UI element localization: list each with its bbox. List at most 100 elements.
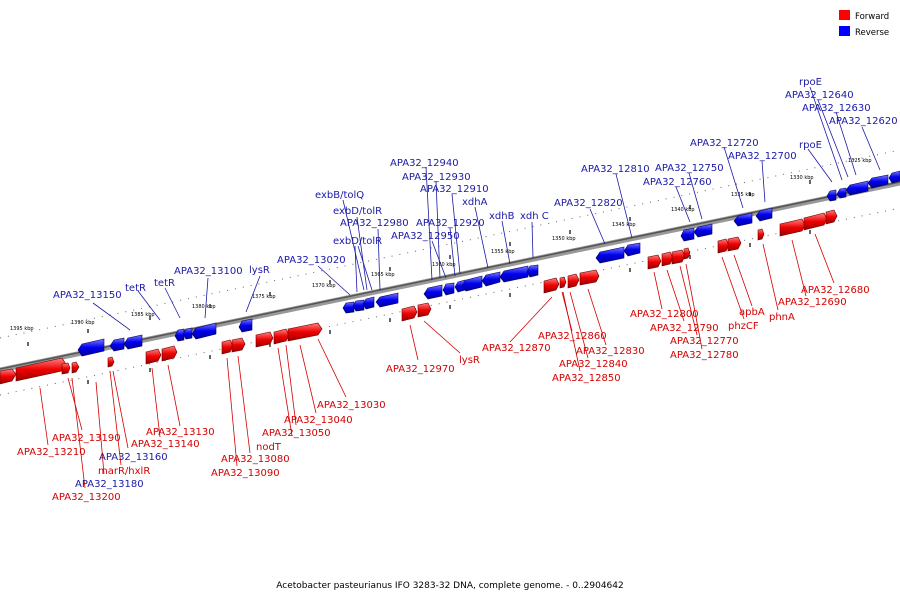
gene-arrow[interactable]: [423, 284, 443, 300]
gene-arrow[interactable]: [161, 345, 178, 362]
gene-label[interactable]: APA32_12860: [538, 331, 607, 342]
gene-label[interactable]: xdh C: [520, 211, 549, 222]
gene-label[interactable]: APA32_13090: [211, 468, 280, 479]
gene-arrow[interactable]: [727, 236, 742, 252]
gene-label[interactable]: APA32_13140: [131, 439, 200, 450]
gene-arrow[interactable]: [543, 277, 560, 294]
gene-label[interactable]: APA32_12630: [802, 103, 871, 114]
gene-arrow[interactable]: [836, 187, 847, 199]
gene-label[interactable]: APA32_13130: [146, 427, 215, 438]
gene-label[interactable]: APA32_13160: [99, 452, 168, 463]
gene-label[interactable]: APA32_12720: [690, 138, 759, 149]
gene-label[interactable]: APA32_12970: [386, 364, 455, 375]
gene-label[interactable]: APA32_13100: [174, 266, 243, 277]
gene-label[interactable]: exbD/tolR: [333, 236, 382, 247]
gene-label[interactable]: APA32_13030: [317, 400, 386, 411]
gene-label[interactable]: APA32_12640: [785, 90, 854, 101]
gene-label[interactable]: APA32_12840: [559, 359, 628, 370]
gene-arrow[interactable]: [499, 265, 529, 283]
gene-arrow[interactable]: [352, 299, 365, 312]
gene-arrow[interactable]: [567, 273, 580, 289]
gene-arrow[interactable]: [0, 368, 17, 385]
gene-arrow[interactable]: [342, 301, 355, 314]
gene-arrow[interactable]: [238, 318, 253, 333]
gene-label[interactable]: APA32_13150: [53, 290, 122, 301]
gene-arrow[interactable]: [647, 254, 662, 270]
gene-arrow[interactable]: [375, 292, 399, 308]
gene-arrow[interactable]: [671, 249, 686, 265]
gene-label[interactable]: APA32_13080: [221, 454, 290, 465]
gene-arrow[interactable]: [123, 334, 143, 350]
gene-arrow[interactable]: [803, 212, 828, 231]
gene-arrow[interactable]: [661, 251, 674, 267]
gene-label[interactable]: APA32_12690: [778, 297, 847, 308]
gene-label[interactable]: tetR: [154, 278, 175, 289]
gene-label[interactable]: apbA: [739, 307, 765, 318]
gene-label[interactable]: tetR: [125, 283, 146, 294]
gene-label[interactable]: APA32_12760: [643, 177, 712, 188]
gene-label[interactable]: APA32_12620: [829, 116, 898, 127]
gene-arrow[interactable]: [733, 212, 753, 227]
gene-arrow[interactable]: [221, 339, 234, 355]
gene-label[interactable]: xdhB: [489, 211, 515, 222]
gene-arrow[interactable]: [145, 348, 162, 365]
gene-label[interactable]: APA32_12830: [576, 346, 645, 357]
gene-label[interactable]: APA32_12930: [402, 172, 471, 183]
gene-label[interactable]: phnA: [769, 312, 795, 323]
gene-label[interactable]: APA32_12700: [728, 151, 797, 162]
gene-arrow[interactable]: [461, 275, 483, 292]
gene-label[interactable]: APA32_12980: [340, 218, 409, 229]
gene-label[interactable]: APA32_13200: [52, 492, 121, 503]
gene-arrow[interactable]: [255, 331, 274, 348]
gene-arrow[interactable]: [559, 276, 567, 289]
gene-label[interactable]: APA32_12770: [670, 336, 739, 347]
gene-arrow[interactable]: [595, 246, 625, 264]
gene-arrow[interactable]: [779, 218, 806, 237]
gene-label[interactable]: APA32_13180: [75, 479, 144, 490]
gene-label[interactable]: marR/hxlR: [98, 466, 150, 477]
gene-arrow[interactable]: [683, 247, 691, 260]
gene-arrow[interactable]: [867, 174, 889, 189]
gene-label[interactable]: APA32_12920: [416, 218, 485, 229]
gene-arrow[interactable]: [623, 242, 641, 257]
gene-arrow[interactable]: [825, 209, 838, 225]
gene-arrow[interactable]: [61, 362, 71, 375]
gene-label[interactable]: exbB/tolQ: [315, 190, 364, 201]
gene-arrow[interactable]: [481, 271, 501, 287]
gene-arrow[interactable]: [71, 361, 80, 374]
gene-arrow[interactable]: [526, 264, 539, 278]
gene-arrow[interactable]: [287, 322, 323, 342]
gene-label[interactable]: xdhA: [462, 197, 488, 208]
gene-arrow[interactable]: [755, 207, 773, 222]
gene-label[interactable]: rpoE: [799, 140, 822, 151]
gene-label[interactable]: APA32_13050: [262, 428, 331, 439]
gene-arrow[interactable]: [757, 228, 765, 241]
gene-arrow[interactable]: [182, 327, 193, 340]
gene-arrow[interactable]: [231, 337, 246, 353]
gene-label[interactable]: exbD/tolR: [333, 206, 382, 217]
gene-label[interactable]: APA32_13190: [52, 433, 121, 444]
gene-arrow[interactable]: [454, 279, 466, 293]
gene-label[interactable]: nodT: [256, 442, 282, 453]
gene-label[interactable]: APA32_12850: [552, 373, 621, 384]
gene-label[interactable]: APA32_12820: [554, 198, 623, 209]
gene-arrow[interactable]: [826, 189, 837, 202]
gene-arrow[interactable]: [693, 223, 713, 238]
gene-label[interactable]: APA32_12780: [670, 350, 739, 361]
gene-label[interactable]: APA32_13020: [277, 255, 346, 266]
gene-label[interactable]: APA32_12790: [650, 323, 719, 334]
gene-arrow[interactable]: [401, 305, 418, 322]
gene-arrow[interactable]: [273, 328, 290, 345]
gene-label[interactable]: rpoE: [799, 77, 822, 88]
gene-label[interactable]: APA32_13210: [17, 447, 86, 458]
gene-label[interactable]: APA32_12940: [390, 158, 459, 169]
gene-label[interactable]: APA32_13040: [284, 415, 353, 426]
gene-label[interactable]: APA32_12910: [420, 184, 489, 195]
gene-arrow[interactable]: [174, 328, 185, 342]
gene-label[interactable]: APA32_12870: [482, 343, 551, 354]
gene-arrow[interactable]: [888, 170, 900, 184]
gene-arrow[interactable]: [845, 180, 869, 196]
gene-label[interactable]: lysR: [459, 355, 480, 366]
gene-arrow[interactable]: [107, 356, 115, 368]
gene-arrow[interactable]: [109, 337, 125, 352]
